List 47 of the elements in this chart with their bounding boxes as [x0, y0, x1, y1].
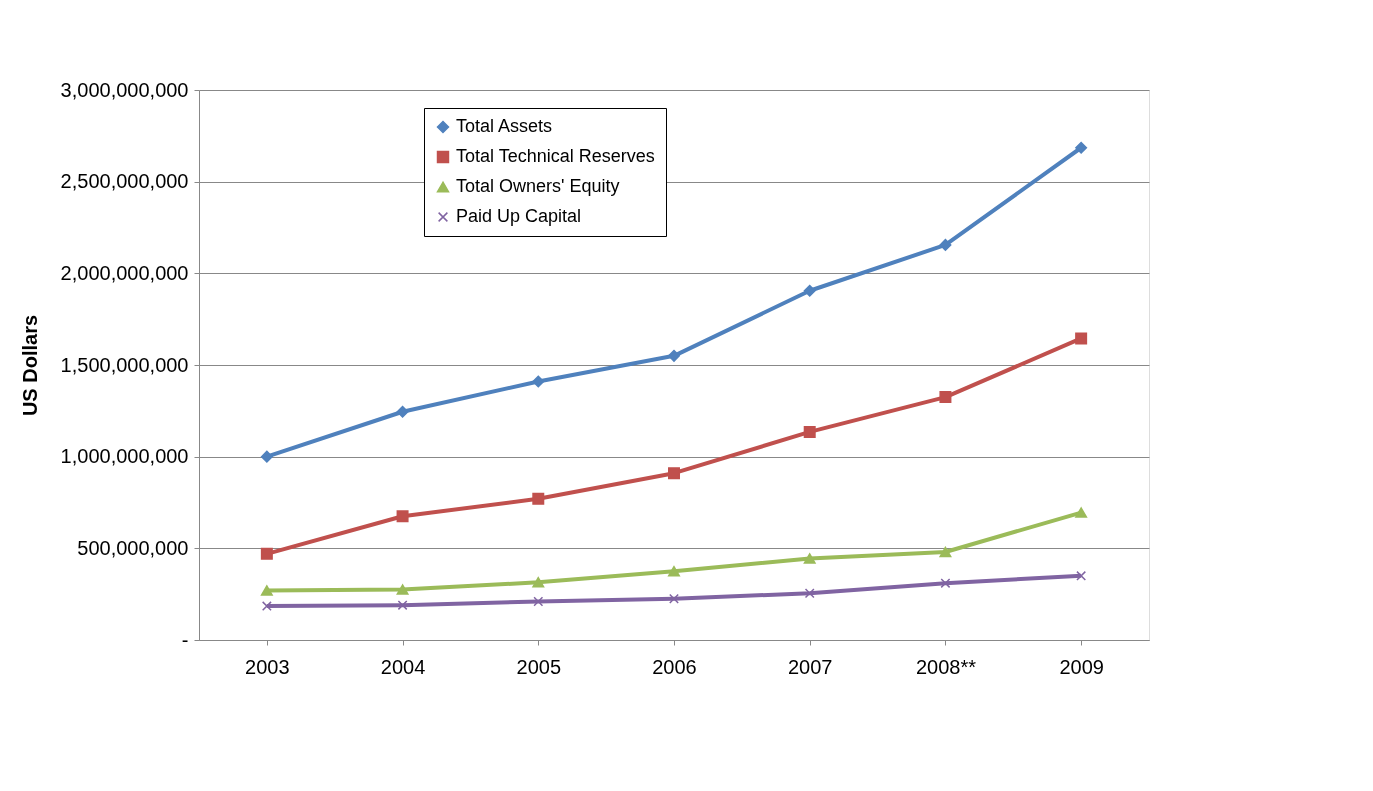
- point: [260, 450, 273, 463]
- legend-label: Total Technical Reserves: [456, 146, 655, 166]
- legend-label: Total Assets: [456, 116, 553, 136]
- legend-label: Paid Up Capital: [456, 206, 582, 226]
- point: [1076, 570, 1087, 581]
- x-tick-label: 2006: [652, 655, 697, 678]
- point: [396, 510, 409, 523]
- point: [396, 405, 409, 418]
- x-tick-label: 2004: [380, 655, 426, 678]
- point: [669, 593, 679, 604]
- point: [1075, 141, 1088, 154]
- point: [532, 375, 545, 388]
- point: [532, 576, 545, 588]
- point: [939, 238, 952, 251]
- point: [397, 600, 408, 611]
- y-tick-label: -: [181, 628, 189, 651]
- point: [396, 584, 409, 595]
- x-tick-label: 2005: [516, 655, 562, 678]
- y-tick-label: 2,000,000,000: [60, 261, 189, 284]
- point: [532, 492, 545, 505]
- legend-label: Total Owners' Equity: [456, 176, 620, 196]
- point: [804, 588, 815, 599]
- point: [260, 547, 273, 560]
- point: [261, 601, 272, 612]
- point: [803, 284, 816, 297]
- point: [668, 467, 680, 480]
- point: [533, 596, 544, 607]
- y-tick-label: 500,000,000: [77, 536, 189, 559]
- y-tick-label: 3,000,000,000: [60, 78, 189, 101]
- point: [803, 425, 816, 438]
- x-tick-label: 2003: [245, 655, 290, 678]
- x-tick-label: 2009: [1059, 655, 1104, 678]
- point: [939, 546, 952, 558]
- y-axis-title: US Dollars: [18, 314, 41, 417]
- point: [939, 391, 952, 404]
- point: [803, 553, 816, 564]
- x-tick-label: 2008**: [915, 655, 977, 678]
- y-tick-label: 2,500,000,000: [60, 170, 189, 193]
- point: [1075, 332, 1088, 345]
- point: [668, 349, 680, 362]
- y-tick-label: 1,000,000,000: [60, 445, 189, 468]
- x-tick-label: 2007: [787, 655, 833, 678]
- point: [940, 578, 951, 589]
- y-tick-label: 1,500,000,000: [60, 353, 189, 376]
- point: [1075, 507, 1088, 518]
- point: [668, 565, 680, 577]
- point: [260, 585, 273, 596]
